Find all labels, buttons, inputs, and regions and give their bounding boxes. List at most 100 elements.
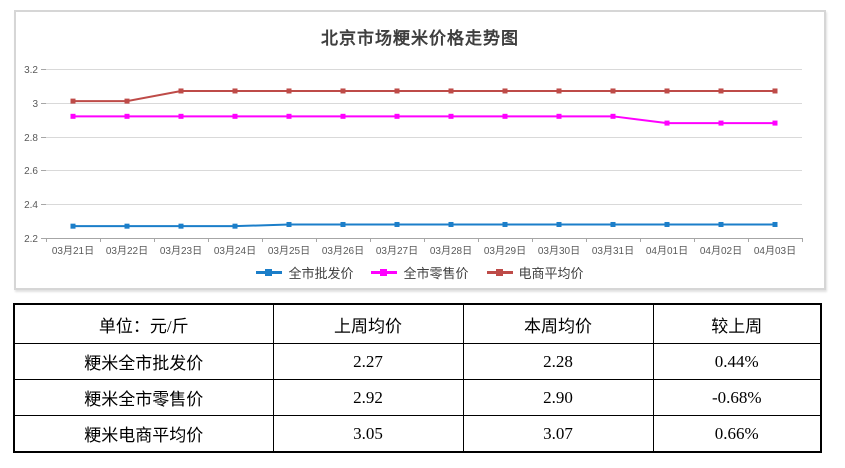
chart-svg: 3.2 3 2.8 2.6 2.4 2.2 03月21日 03月22日 03月23日 03月24日… [24,65,803,257]
series-point [70,223,76,229]
legend-item-1: 全市零售价 [371,263,469,282]
series-point [448,221,454,227]
x-tick-label: 04月01日 [646,245,688,257]
series-line-0 [73,223,775,228]
row-label: 粳米全市零售价 [13,379,274,416]
row-label: 粳米电商平均价 [13,415,274,453]
series-point [772,120,778,126]
x-tick-label: 03月23日 [160,245,202,257]
series-point [772,221,778,227]
y-tick-label: 2.6 [24,166,38,177]
series-point [286,88,292,94]
y-tick-label: 3 [32,99,38,110]
series-point [232,113,238,119]
chart-legend: 全市批发价 全市零售价 电商平均价 [16,263,824,282]
series-point [610,221,616,227]
series-point [286,113,292,119]
series-point [556,113,562,119]
series-point [178,223,184,229]
change-value: -0.68% [652,379,822,416]
chart-title: 北京市场粳米价格走势图 [321,29,519,48]
x-tick-label: 03月27日 [376,245,418,257]
y-tick-label: 2.4 [24,200,38,211]
series-point [286,221,292,227]
legend-label: 电商平均价 [518,266,584,281]
change-value: 0.44% [652,343,822,380]
series-point [232,223,238,229]
series-point [718,88,724,94]
legend-label: 全市批发价 [288,266,354,281]
legend-item-2: 电商平均价 [486,263,584,282]
series-point [70,113,76,119]
x-tick-label: 04月02日 [700,245,742,257]
series-point [394,221,400,227]
series-point [502,221,508,227]
table-row-retail: 粳米全市零售价 2.92 2.90 -0.68% [13,379,822,416]
x-tick-label: 03月21日 [52,245,94,257]
last-week-value: 2.92 [272,379,464,416]
series-point [448,113,454,119]
series-point [340,88,346,94]
header-vs-last-week: 较上周 [652,303,822,344]
x-tick-label: 03月29日 [484,245,526,257]
x-tick-label: 03月25日 [268,245,310,257]
series-line-1 [73,115,775,125]
x-tick-label: 04月03日 [754,245,796,257]
series-line-2 [73,89,775,103]
x-tick-label: 03月24日 [214,245,256,257]
y-tick-label: 2.2 [24,234,38,245]
this-week-value: 2.90 [462,379,654,416]
x-tick-label: 03月31日 [592,245,634,257]
y-tick-label: 3.2 [24,65,38,76]
legend-marker-icon [371,269,398,276]
series-point [664,88,670,94]
series-point [340,113,346,119]
last-week-value: 3.05 [272,415,464,453]
series-point [124,223,130,229]
header-unit: 单位：元/斤 [13,303,274,344]
legend-marker-icon [486,269,513,276]
series-point [772,88,778,94]
legend-item-0: 全市批发价 [256,263,353,282]
series-point [448,88,454,94]
legend-marker-icon [256,269,283,276]
series-point [232,88,238,94]
last-week-value: 2.27 [272,343,464,380]
series-point [394,88,400,94]
table-row-ecommerce: 粳米电商平均价 3.05 3.07 0.66% [13,415,822,453]
series-point [664,120,670,126]
this-week-value: 2.28 [462,343,654,380]
series-point [124,98,130,104]
this-week-value: 3.07 [462,415,654,453]
change-value: 0.66% [652,415,822,453]
series-point [124,113,130,119]
series-point [610,113,616,119]
series-point [556,221,562,227]
series-point [178,113,184,119]
x-tick-label: 03月22日 [106,245,148,257]
series-point [502,113,508,119]
series-point [70,98,76,104]
series-point [394,113,400,119]
series-point [610,88,616,94]
legend-label: 全市零售价 [403,266,469,281]
x-tick-label: 03月26日 [322,245,364,257]
table-header-row: 单位：元/斤 上周均价 本周均价 较上周 [13,303,822,344]
series-point [502,88,508,94]
x-tick-label: 03月28日 [430,245,472,257]
series-point [664,221,670,227]
header-last-week-avg: 上周均价 [272,303,464,344]
series-point [556,88,562,94]
header-this-week-avg: 本周均价 [462,303,654,344]
y-tick-label: 2.8 [24,133,38,144]
price-trend-chart-panel: 北京市场粳米价格走势图 3.2 3 2.8 2.6 2.4 2.2 03月21日 03月22日… [14,10,826,290]
row-label: 粳米全市批发价 [13,343,274,380]
x-tick-label: 03月30日 [538,245,580,257]
table-row-wholesale: 粳米全市批发价 2.27 2.28 0.44% [13,343,822,380]
series-point [718,120,724,126]
series-point [178,88,184,94]
series-point [718,221,724,227]
series-point [340,221,346,227]
price-table: 单位：元/斤 上周均价 本周均价 较上周 粳米全市批发价 2.27 2.28 0… [13,303,822,453]
